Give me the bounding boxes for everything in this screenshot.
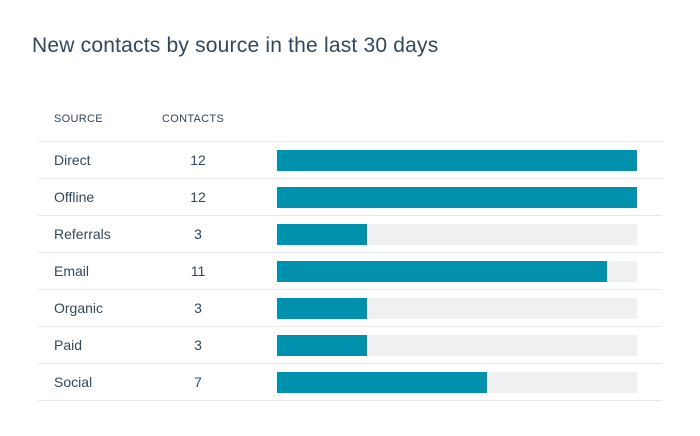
bar-offline (277, 187, 637, 208)
contacts-count: 3 (194, 300, 202, 316)
bar-email (277, 261, 607, 282)
contacts-count: 11 (190, 263, 206, 279)
bar-track (277, 335, 637, 356)
table-header-row: SOURCE CONTACTS (38, 103, 662, 142)
table-row: Referrals 3 (38, 216, 662, 253)
bar-direct (277, 150, 637, 171)
contacts-column-header: CONTACTS (162, 113, 225, 125)
source-label: Social (54, 374, 93, 390)
bar-track (277, 261, 637, 282)
chart-title: New contacts by source in the last 30 da… (32, 34, 439, 57)
bar-organic (277, 298, 367, 319)
bar-referrals (277, 224, 367, 245)
table-row: Paid 3 (38, 327, 662, 364)
table-row: Email 11 (38, 253, 662, 290)
bar-social (277, 372, 487, 393)
bar-track (277, 224, 637, 245)
bar-track (277, 187, 637, 208)
bar-track (277, 372, 637, 393)
table-row: Direct 12 (38, 142, 662, 179)
table-row: Offline 12 (38, 179, 662, 216)
contacts-count: 12 (190, 152, 206, 168)
source-label: Email (54, 263, 90, 279)
table-body: Direct 12 Offline 12 Referrals 3 Email 11 Organi… (38, 142, 662, 401)
source-label: Paid (54, 337, 83, 353)
bar-track (277, 150, 637, 171)
source-label: Referrals (54, 226, 111, 242)
contacts-count: 7 (194, 374, 202, 390)
contacts-by-source-table: SOURCE CONTACTS Direct 12 Offline 12 Referra… (38, 103, 662, 401)
source-column-header: SOURCE (54, 113, 103, 125)
bar-paid (277, 335, 367, 356)
contacts-count: 12 (190, 189, 206, 205)
contacts-count: 3 (194, 226, 202, 242)
source-label: Direct (54, 152, 91, 168)
source-label: Offline (54, 189, 95, 205)
table-row: Social 7 (38, 364, 662, 401)
source-label: Organic (54, 300, 104, 316)
contacts-count: 3 (194, 337, 202, 353)
bar-track (277, 298, 637, 319)
table-row: Organic 3 (38, 290, 662, 327)
